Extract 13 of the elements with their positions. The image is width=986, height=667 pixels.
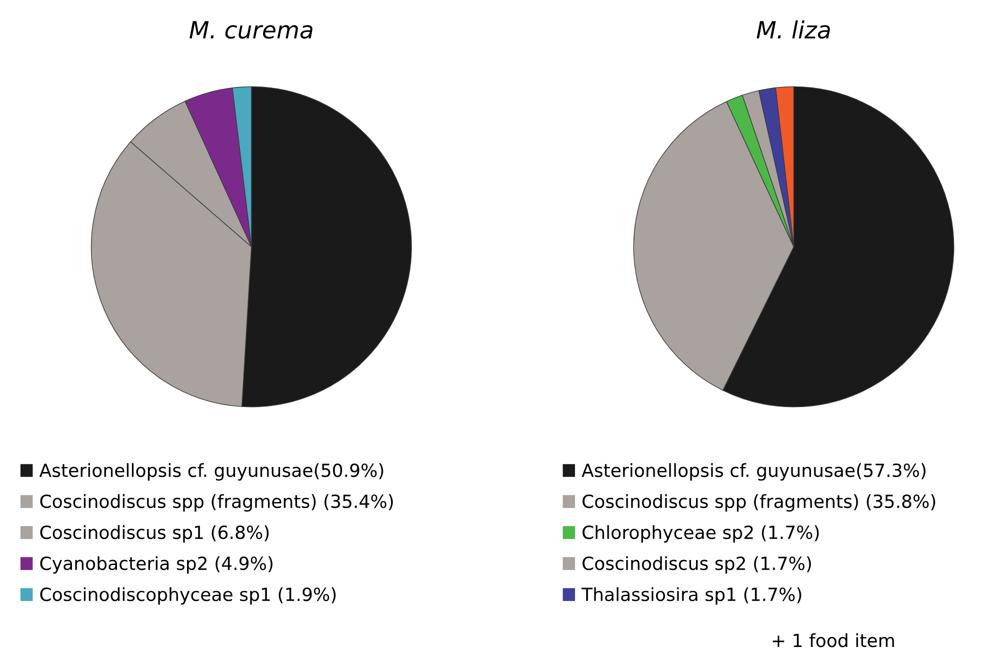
legend-label: Cyanobacteria sp2 (4.9%)	[40, 556, 272, 574]
legend-label: Coscinodiscus spp (fragments) (35.8%)	[582, 494, 936, 512]
legend-label: Chlorophyceae sp2 (1.7%)	[582, 525, 819, 543]
legend-label: Coscinodiscus sp1 (6.8%)	[40, 525, 269, 543]
text: + 1 food item	[772, 633, 894, 648]
legend-label: Coscinodiscophyceae sp1 (1.9%)	[40, 587, 336, 605]
chart-title: M. liza	[756, 20, 830, 39]
chart-title: M. curema	[190, 21, 312, 39]
legend-label: Coscinodiscus sp2 (1.7%)	[582, 556, 811, 574]
legend-label: Thalassiosira sp1 (1.7%)	[581, 587, 802, 605]
legend-label: Asterionellopsis cf. guyunusae(50.9%)	[39, 463, 384, 481]
legend-label: Asterionellopsis cf. guyunusae(57.3%)	[582, 463, 926, 481]
legend-label: Coscinodiscus spp (fragments) (35.4%)	[40, 494, 393, 512]
